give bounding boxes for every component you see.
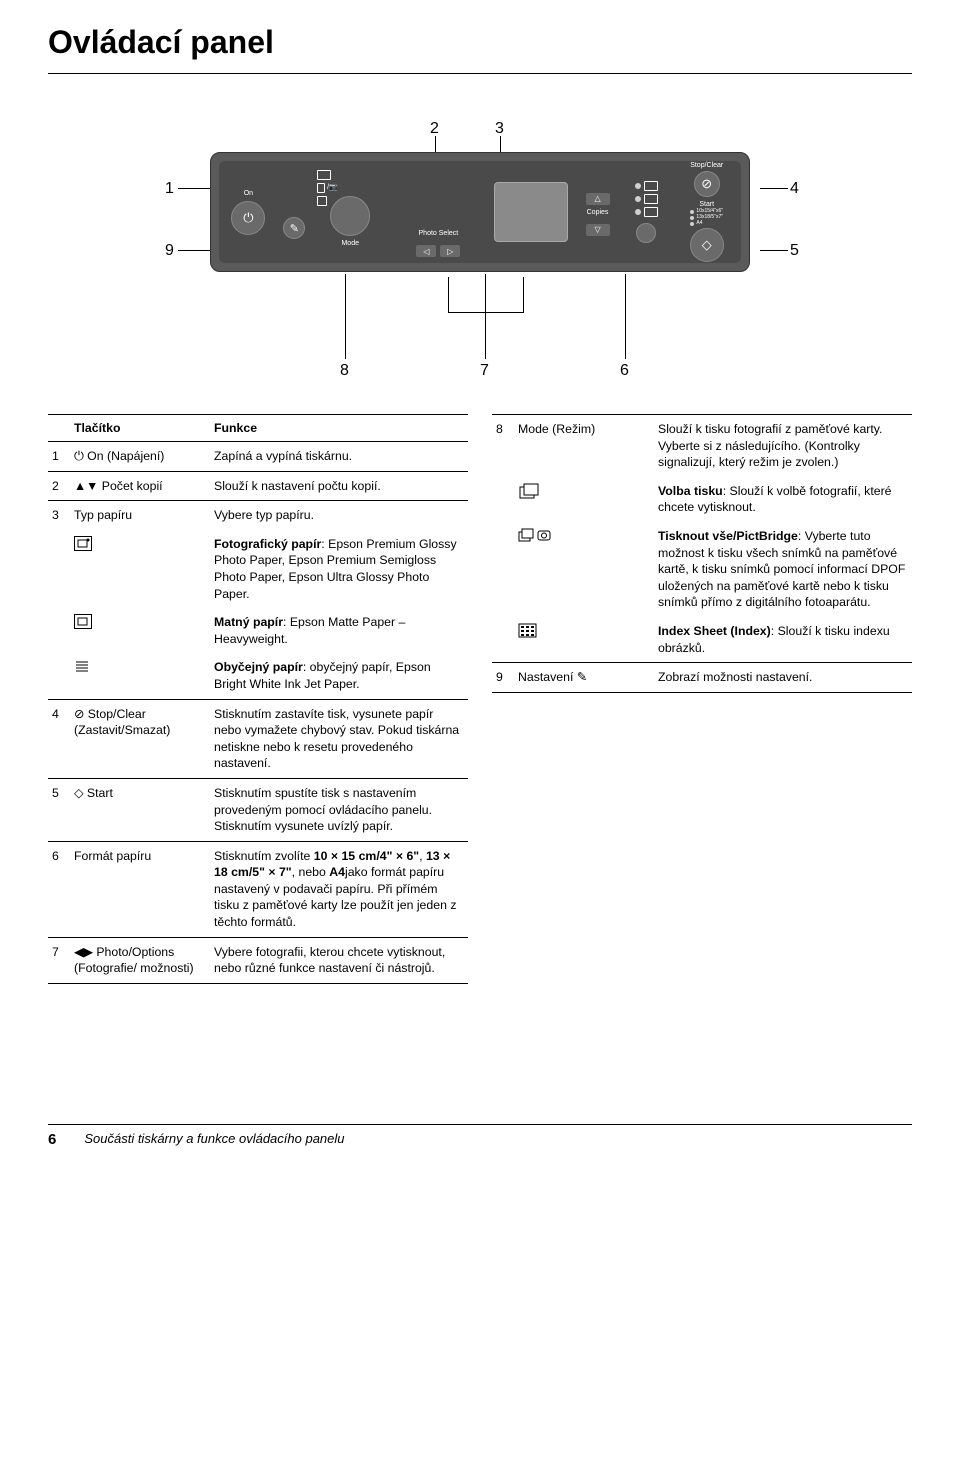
table-row: 3 Typ papíru Vybere typ papíru.: [48, 501, 468, 530]
callout-1: 1: [165, 180, 174, 198]
photosel-label: Photo Select: [419, 230, 459, 237]
title-rule: [48, 73, 912, 74]
panel-on-section: On ⏻: [219, 161, 278, 263]
callout-6: 6: [620, 362, 629, 380]
callout-9: 9: [165, 242, 174, 260]
table-row: Fotografický papír: Epson Premium Glossy…: [48, 530, 468, 608]
mode-pictbridge-icon: [518, 535, 552, 549]
buttons-table-right: 8 Mode (Režim) Slouží k tisku fotografií…: [492, 414, 912, 693]
panel-paper-section: [620, 161, 673, 263]
table-row: Obyčejný papír: obyčejný papír, Epson Br…: [48, 653, 468, 699]
panel-body: On ⏻ ✎ /📷 Mode Photo Select: [210, 152, 750, 272]
panel-mode-section: /📷 Mode: [311, 161, 389, 263]
callout-4: 4: [790, 180, 799, 198]
lcd-screen: [494, 182, 568, 242]
power-button[interactable]: ⏻: [231, 201, 265, 235]
mode-select-icon: [518, 490, 544, 504]
page-footer: 6 Součásti tiskárny a funkce ovládacího …: [48, 1124, 912, 1148]
photo-glossy-icon: [74, 536, 92, 551]
panel-screen-section: [487, 161, 575, 263]
panel-copies-section: △ Copies ▽: [575, 161, 619, 263]
th-blank: [48, 415, 70, 442]
stopclear-label: Stop/Clear: [690, 162, 723, 169]
page-title: Ovládací panel: [48, 24, 912, 61]
mode-index-icon: [518, 628, 538, 642]
plain-paper-icon: [74, 659, 92, 674]
footer-section: Součásti tiskárny a funkce ovládacího pa…: [84, 1131, 344, 1148]
table-row: Matný papír: Epson Matte Paper – Heavywe…: [48, 608, 468, 653]
table-row: Index Sheet (Index): Slouží k tisku inde…: [492, 617, 912, 663]
on-label: On: [244, 190, 253, 197]
table-row: Volba tisku: Slouží k volbě fotografií, …: [492, 477, 912, 522]
buttons-table-left: Tlačítko Funkce 1 ⏻ On (Napájení) Zapíná…: [48, 414, 468, 984]
control-panel-diagram: 1 2 3 4 5 6 7 8 9 On ⏻ ✎: [130, 102, 830, 402]
copies-label: Copies: [587, 209, 609, 216]
copies-down-button[interactable]: ▽: [586, 224, 610, 236]
copies-up-button[interactable]: △: [586, 193, 610, 205]
start-button[interactable]: ◇: [690, 228, 724, 262]
paper-type-button[interactable]: [636, 223, 656, 243]
size-a4-label: A4: [696, 221, 702, 226]
table-row: 2 ▲▼ Počet kopií Slouží k nastavení počt…: [48, 471, 468, 501]
table-row: Tisknout vše/PictBridge: Vyberte tuto mo…: [492, 522, 912, 617]
table-row: 5 ◇ Start Stisknutím spustíte tisk s nas…: [48, 778, 468, 841]
table-row: 9 Nastavení ✎ Zobrazí možnosti nastavení…: [492, 663, 912, 693]
th-func: Funkce: [210, 415, 468, 442]
stop-clear-button[interactable]: ⊘: [694, 171, 720, 197]
callout-5: 5: [790, 242, 799, 260]
photo-next-button[interactable]: ▷: [440, 245, 460, 257]
table-row: 1 ⏻ On (Napájení) Zapíná a vypíná tiskár…: [48, 442, 468, 472]
page-number: 6: [48, 1131, 56, 1148]
panel-setup-section: ✎: [278, 161, 311, 263]
mode-label: Mode: [341, 240, 359, 247]
start-label: Start: [699, 201, 714, 208]
table-row: 4 ⊘ Stop/Clear (Zastavit/Smazat) Stisknu…: [48, 699, 468, 778]
table-row: 6 Formát papíru Stisknutím zvolíte 10 × …: [48, 841, 468, 937]
setup-button[interactable]: ✎: [283, 217, 305, 239]
callout-8: 8: [340, 362, 349, 380]
table-row: 8 Mode (Režim) Slouží k tisku fotografií…: [492, 415, 912, 477]
panel-stopstart-section: Stop/Clear ⊘ Start 10x15/4"x6" 13x18/5"x…: [672, 161, 741, 263]
table-row: 7 ◀▶ Photo/Options (Fotografie/ možnosti…: [48, 937, 468, 983]
panel-photosel-section: Photo Select ◁ ▷: [389, 161, 487, 263]
photo-prev-button[interactable]: ◁: [416, 245, 436, 257]
photo-matte-icon: [74, 614, 92, 629]
th-button: Tlačítko: [70, 415, 210, 442]
tables-columns: Tlačítko Funkce 1 ⏻ On (Napájení) Zapíná…: [48, 414, 912, 984]
callout-7: 7: [480, 362, 489, 380]
